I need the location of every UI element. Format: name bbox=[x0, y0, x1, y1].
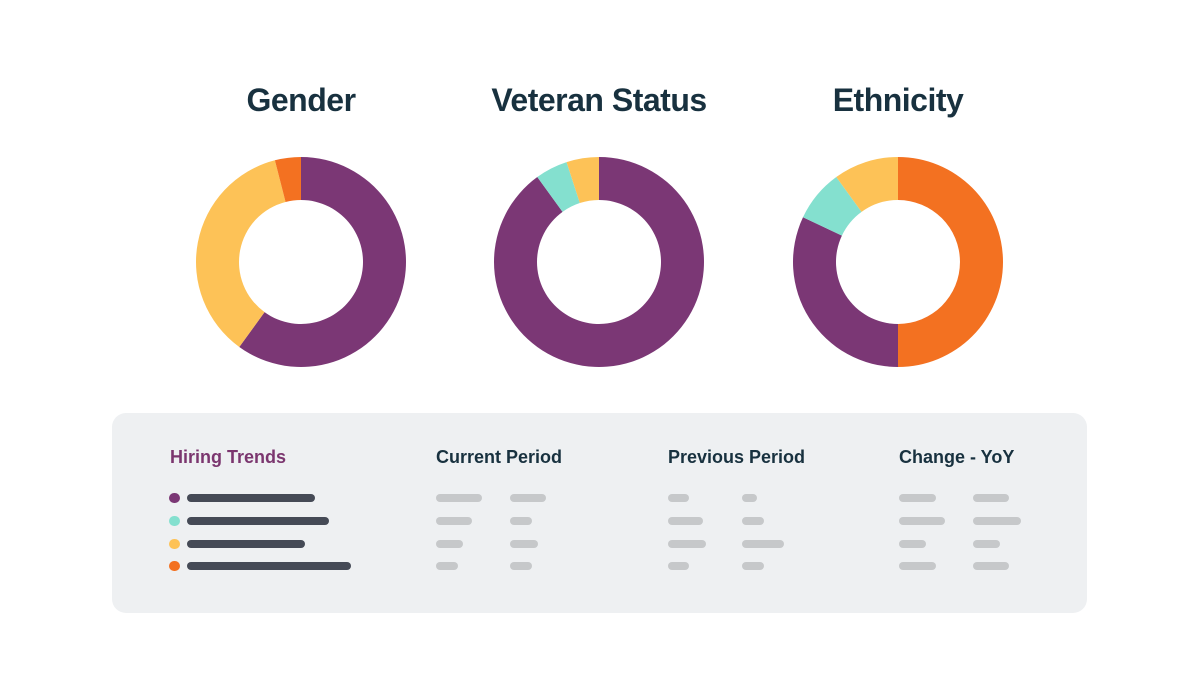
cell-placeholder bbox=[742, 562, 764, 570]
donut-slice bbox=[239, 157, 406, 367]
cell-placeholder bbox=[899, 562, 936, 570]
donut-slice bbox=[196, 160, 286, 347]
legend-dot bbox=[169, 493, 180, 503]
legend-label-placeholder bbox=[187, 494, 315, 502]
donut-slice bbox=[793, 217, 898, 367]
cell-placeholder bbox=[510, 517, 532, 525]
previous-period-header: Previous Period bbox=[668, 447, 806, 467]
donut-slice bbox=[802, 177, 862, 236]
donut-slice bbox=[898, 157, 1004, 367]
cell-placeholder bbox=[973, 494, 1009, 502]
legend-label-placeholder bbox=[187, 562, 351, 570]
donut-slice bbox=[836, 157, 898, 212]
cell-placeholder bbox=[899, 517, 945, 525]
cell-placeholder bbox=[510, 540, 538, 548]
legend-dot bbox=[169, 539, 180, 549]
cell-placeholder bbox=[668, 517, 703, 525]
cell-placeholder bbox=[436, 517, 472, 525]
chart-title-ethnicity: Ethnicity bbox=[832, 82, 964, 118]
legend-dot bbox=[169, 516, 180, 526]
legend-label-placeholder bbox=[187, 540, 305, 548]
cell-placeholder bbox=[436, 540, 463, 548]
cell-placeholder bbox=[436, 494, 482, 502]
cell-placeholder bbox=[899, 540, 926, 548]
donut-chart-gender bbox=[196, 157, 406, 367]
donut-slice bbox=[537, 162, 580, 212]
donut-slice bbox=[566, 157, 599, 204]
cell-placeholder bbox=[668, 562, 689, 570]
cell-placeholder bbox=[973, 540, 1000, 548]
hiring-trends-header: Hiring Trends bbox=[170, 447, 287, 467]
chart-title-veteran-status: Veteran Status bbox=[491, 82, 707, 118]
cell-placeholder bbox=[742, 540, 784, 548]
donut-slice bbox=[494, 157, 704, 367]
cell-placeholder bbox=[668, 540, 706, 548]
legend-dot bbox=[169, 561, 180, 571]
cell-placeholder bbox=[510, 494, 546, 502]
cell-placeholder bbox=[899, 494, 936, 502]
cell-placeholder bbox=[436, 562, 458, 570]
donut-chart-ethnicity bbox=[793, 157, 1004, 367]
legend-label-placeholder bbox=[187, 517, 329, 525]
cell-placeholder bbox=[973, 517, 1021, 525]
cell-placeholder bbox=[742, 494, 757, 502]
cell-placeholder bbox=[668, 494, 689, 502]
donut-chart-veteran-status bbox=[494, 157, 704, 367]
cell-placeholder bbox=[742, 517, 764, 525]
chart-title-gender: Gender bbox=[246, 82, 356, 118]
cell-placeholder bbox=[973, 562, 1009, 570]
change-yoy-header: Change - YoY bbox=[899, 447, 1015, 467]
hiring-trends-panel: Hiring Trends Current Period Previous Pe… bbox=[112, 413, 1087, 613]
cell-placeholder bbox=[510, 562, 532, 570]
current-period-header: Current Period bbox=[436, 447, 563, 467]
donut-slice bbox=[274, 157, 301, 202]
